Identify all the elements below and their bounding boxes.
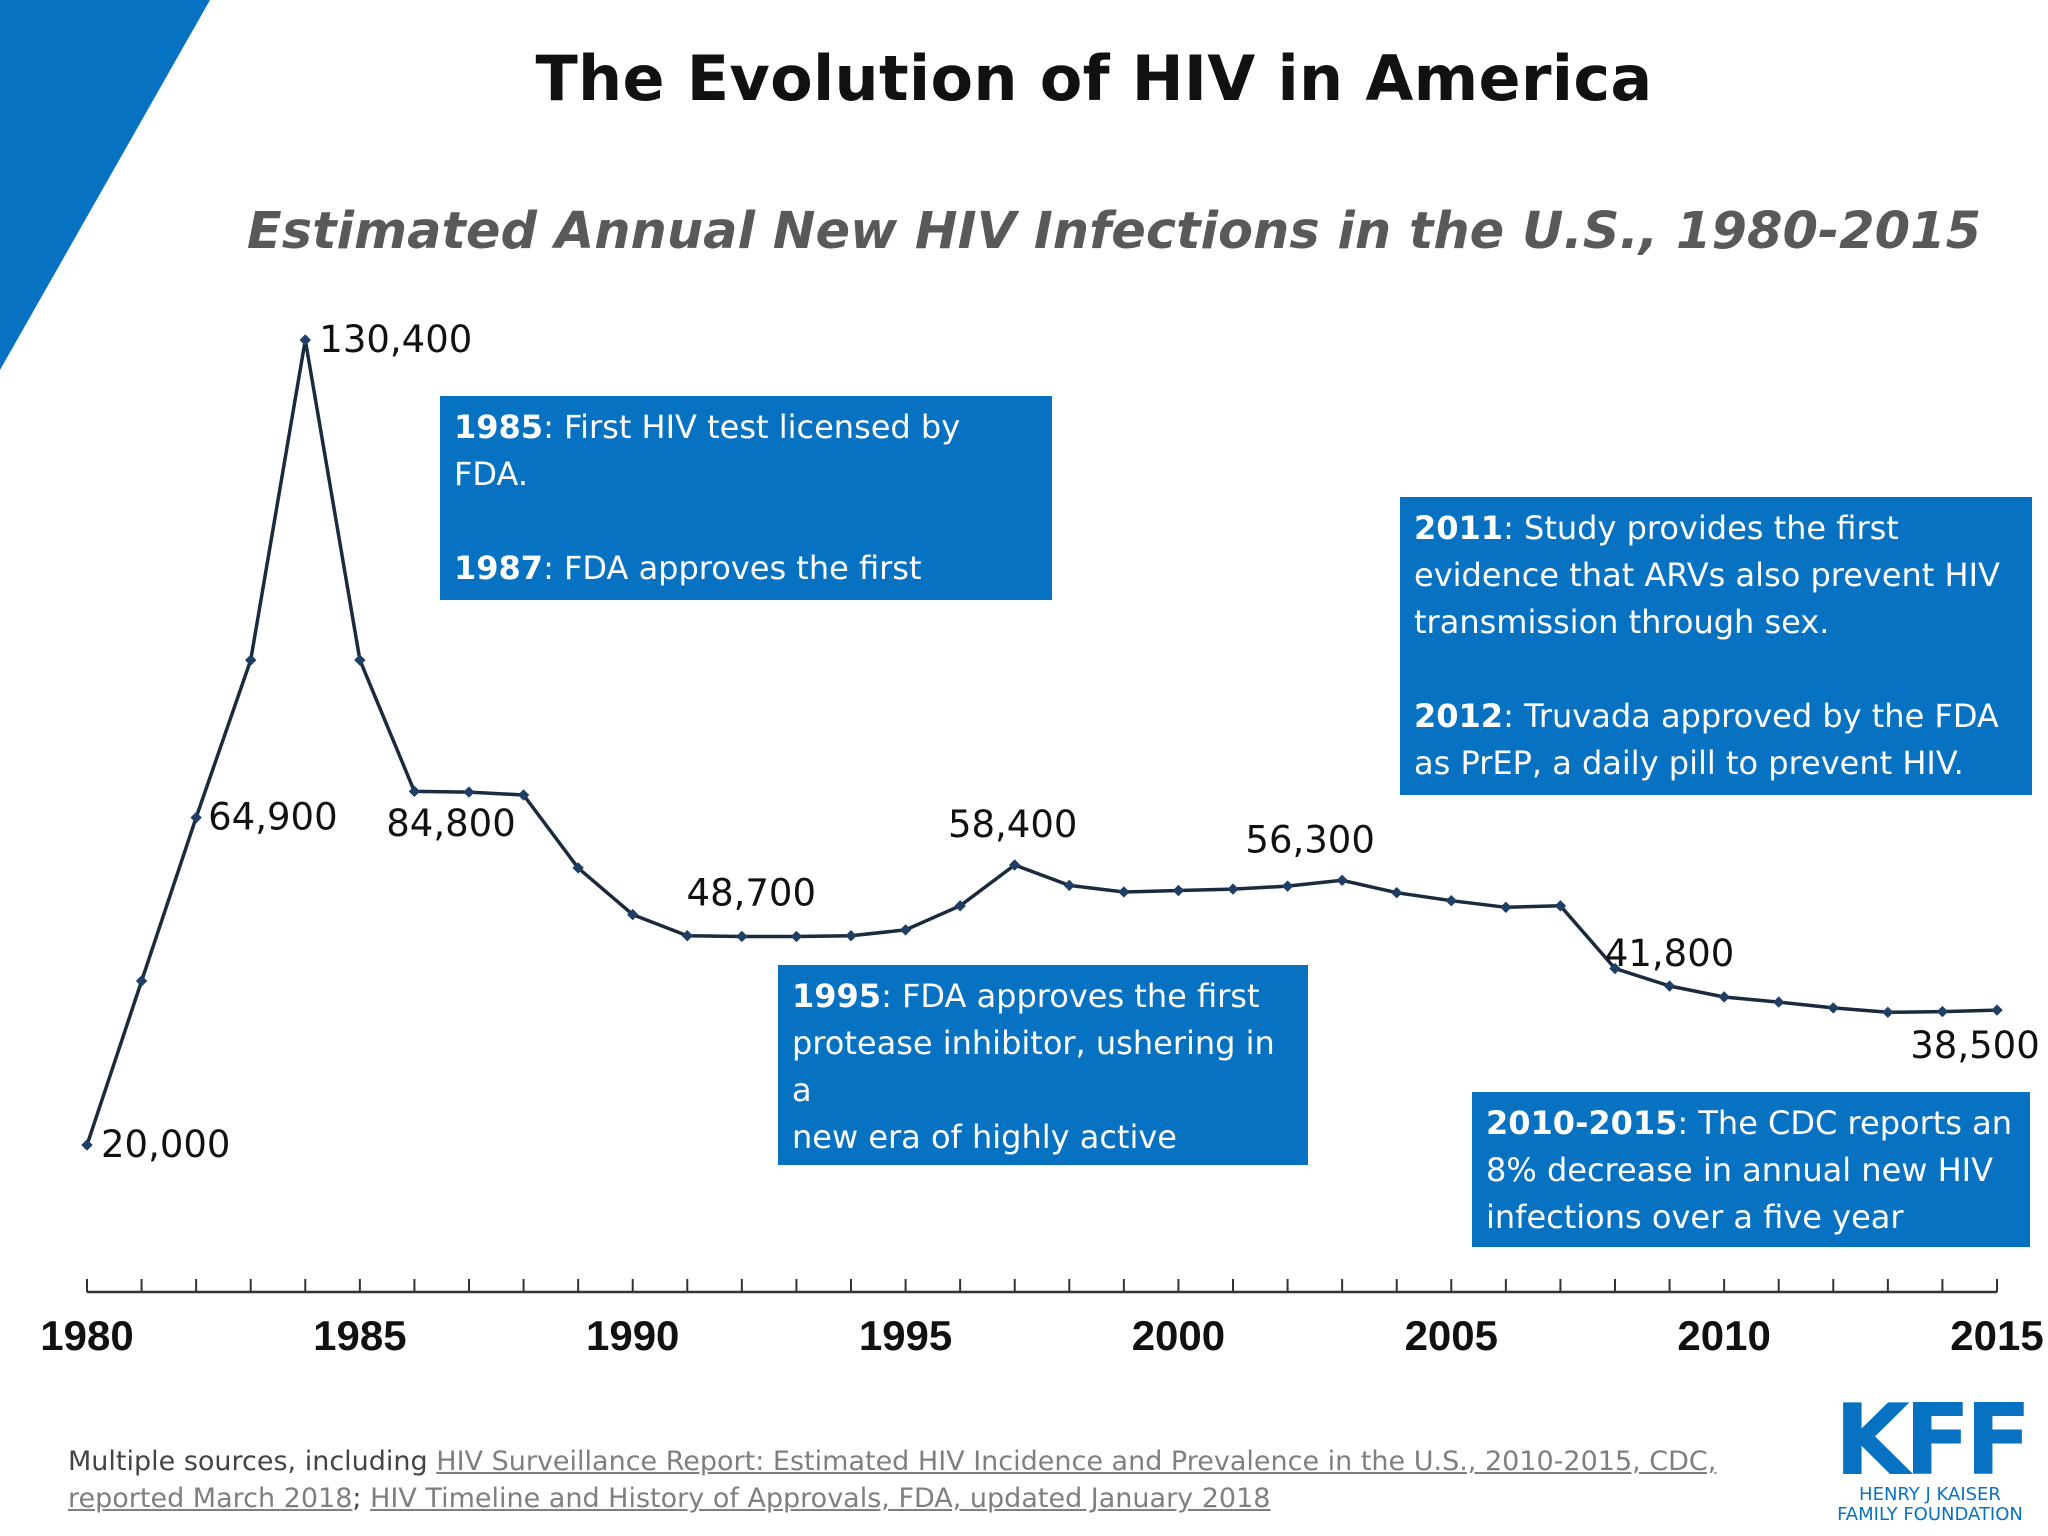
callout-2011-year: 2011 bbox=[1414, 509, 1504, 547]
kff-logo-line2: FAMILY FOUNDATION bbox=[1837, 1504, 2023, 1525]
data-label: 41,800 bbox=[1605, 932, 1734, 975]
callout-1995-line4: antiretroviral therapy (HAART). bbox=[792, 1165, 1288, 1203]
data-point-marker bbox=[1718, 991, 1730, 1003]
data-label: 20,000 bbox=[101, 1123, 230, 1166]
kff-logo-mark: KFF bbox=[1835, 1390, 2025, 1498]
callout-1995-line2: protease inhibitor, ushering in a bbox=[792, 1024, 1275, 1109]
data-point-marker bbox=[1336, 874, 1348, 887]
callout-1985-text: : First HIV test licensed by FDA. bbox=[454, 408, 961, 493]
data-point-marker bbox=[1172, 884, 1185, 897]
callout-2010-2015-line3: infections over a five year period. bbox=[1486, 1198, 1904, 1283]
data-point-marker bbox=[1827, 1002, 1839, 1014]
callout-2010-2015-line2: 8% decrease in annual new HIV bbox=[1486, 1151, 1993, 1189]
callout-1985-year: 1985 bbox=[454, 408, 544, 446]
callout-1995-line3: new era of highly active bbox=[792, 1118, 1177, 1156]
data-point-marker bbox=[572, 862, 584, 874]
data-labels: 20,000 64,900 130,400 84,800 48,700 58,400 56,… bbox=[101, 318, 2040, 1166]
x-tick-label: 2015 bbox=[1950, 1312, 2043, 1359]
data-point-marker bbox=[408, 785, 421, 798]
data-point-marker bbox=[517, 789, 530, 801]
data-point-marker bbox=[1609, 962, 1621, 975]
callout-1987-year: 1987 bbox=[454, 549, 544, 587]
data-point-marker bbox=[1391, 887, 1403, 899]
data-point-marker bbox=[190, 811, 202, 824]
data-label: 56,300 bbox=[1245, 818, 1374, 861]
callout-2011-line2: evidence that ARVs also prevent HIV bbox=[1414, 556, 2000, 594]
source-link-fda[interactable]: HIV Timeline and History of Approvals, F… bbox=[370, 1483, 1271, 1514]
x-tick-label: 2010 bbox=[1677, 1312, 1770, 1359]
callout-1995-year: 1995 bbox=[792, 977, 882, 1015]
callout-1987-text-line2: antiretroviral drug for HIV (AZT). bbox=[454, 596, 975, 634]
data-point-marker bbox=[1554, 900, 1567, 912]
corner-triangle-decoration bbox=[0, 0, 210, 370]
data-point-marker bbox=[463, 786, 475, 798]
x-axis: 1980 1985 1990 1995 2000 2005 2010 2015 bbox=[40, 1279, 2044, 1359]
data-point-marker bbox=[1281, 880, 1294, 892]
data-point-marker bbox=[354, 654, 366, 666]
kff-logo-line1: HENRY J KAISER bbox=[1859, 1484, 2001, 1505]
callout-1987-text-line1: : FDA approves the first bbox=[543, 549, 922, 587]
x-tick-label: 2000 bbox=[1132, 1312, 1225, 1359]
callout-2010-2015-range: 2010-2015 bbox=[1486, 1104, 1678, 1142]
x-tick-label: 1980 bbox=[40, 1312, 133, 1359]
callout-2011-2012: 2011: Study provides the first evidence t… bbox=[1400, 497, 2032, 795]
data-point-marker bbox=[681, 930, 693, 942]
callout-2012-line2: as PrEP, a daily pill to prevent HIV. bbox=[1414, 744, 1964, 782]
data-point-marker bbox=[1009, 859, 1021, 871]
data-point-marker bbox=[1882, 1006, 1894, 1018]
data-point-marker bbox=[245, 654, 257, 666]
x-tick-label: 1990 bbox=[586, 1312, 679, 1359]
source-note: Multiple sources, including HIV Surveill… bbox=[68, 1443, 1768, 1517]
data-label: 48,700 bbox=[687, 872, 816, 915]
data-point-marker bbox=[1227, 883, 1239, 895]
x-tick-label: 2005 bbox=[1405, 1312, 1498, 1359]
callout-2012-line1: : Truvada approved by the FDA bbox=[1503, 697, 1999, 735]
callout-1995-line1: : FDA approves the first bbox=[881, 977, 1260, 1015]
data-point-marker bbox=[899, 924, 912, 936]
data-label: 64,900 bbox=[208, 796, 337, 839]
callout-2012-year: 2012 bbox=[1414, 697, 1504, 735]
data-label: 130,400 bbox=[319, 318, 472, 361]
callout-1995: 1995: FDA approves the first protease inh… bbox=[778, 965, 1308, 1203]
data-point-marker bbox=[1118, 886, 1130, 898]
data-point-marker bbox=[736, 930, 748, 943]
data-label: 38,500 bbox=[1910, 1024, 2039, 1067]
series-line bbox=[85, 338, 1998, 1146]
source-link-cdc[interactable]: HIV Surveillance Report: Estimated HIV I… bbox=[68, 1446, 1717, 1514]
x-tick-label: 1985 bbox=[313, 1312, 406, 1359]
callout-2010-2015-line1: : The CDC reports an bbox=[1677, 1104, 2013, 1142]
callout-2010-2015: 2010-2015: The CDC reports an 8% decrease… bbox=[1472, 1092, 2030, 1283]
data-point-marker bbox=[627, 908, 639, 921]
chart-subtitle: Estimated Annual New HIV Infections in t… bbox=[246, 202, 1982, 261]
data-point-marker bbox=[1063, 879, 1075, 892]
data-point-marker bbox=[845, 930, 857, 942]
data-point-marker bbox=[1445, 895, 1457, 907]
source-separator: ; bbox=[352, 1483, 371, 1514]
source-prefix: Multiple sources, including bbox=[68, 1446, 437, 1477]
data-label: 58,400 bbox=[948, 803, 1077, 846]
data-point-marker bbox=[299, 334, 311, 346]
x-tick-label: 1995 bbox=[859, 1312, 952, 1359]
data-point-marker bbox=[1773, 996, 1785, 1008]
kff-logo: KFF HENRY J KAISER FAMILY FOUNDATION bbox=[1835, 1390, 2025, 1525]
page-title: The Evolution of HIV in America bbox=[535, 42, 1653, 115]
data-point-marker bbox=[1936, 1005, 1949, 1018]
data-markers bbox=[81, 334, 2003, 1151]
data-point-marker bbox=[1500, 901, 1512, 913]
callout-1985-1987: 1985: First HIV test licensed by FDA. 19… bbox=[440, 396, 1052, 634]
data-point-marker bbox=[1663, 980, 1676, 992]
callout-2011-line3: transmission through sex. bbox=[1414, 603, 1830, 641]
data-point-marker bbox=[81, 1139, 93, 1151]
data-point-marker bbox=[135, 975, 148, 987]
data-label: 84,800 bbox=[386, 802, 515, 845]
data-point-marker bbox=[790, 930, 803, 943]
callout-2011-line1: : Study provides the first bbox=[1503, 509, 1899, 547]
data-point-marker bbox=[954, 900, 966, 912]
data-point-marker bbox=[1991, 1004, 2003, 1016]
